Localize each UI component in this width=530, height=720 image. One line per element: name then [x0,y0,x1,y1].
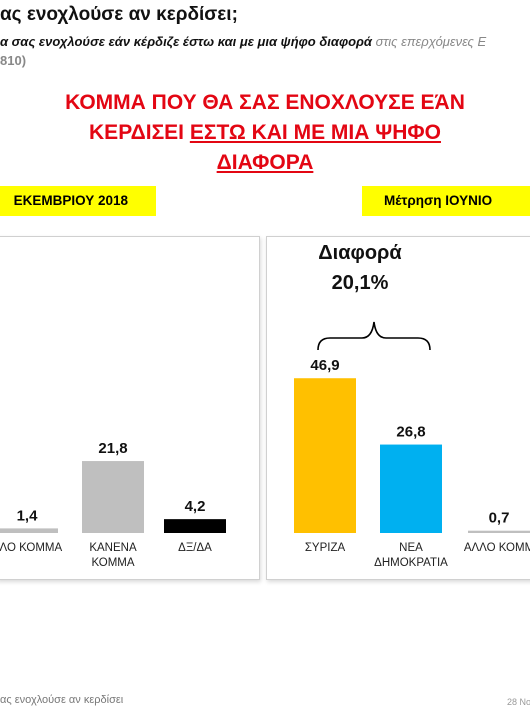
headline-line1: ΚΟΜΜΑ ΠΟΥ ΘΑ ΣΑΣ ΕΝΟΧΛΟΥΣΕ ΕΆΝ [65,91,465,114]
period-label-right: Μέτρηση ΙΟΥΝΙΟ [362,186,530,216]
question-title: ας ενοχλούσε αν κερδίσει; [0,4,238,25]
period-right-text: Μέτρηση ΙΟΥΝΙΟ [384,193,493,208]
difference-brace [317,321,431,351]
question-subtitle: α σας ενοχλούσε εάν κέρδιζε έστω και με … [0,34,530,49]
bar-value-label: 4,2 [185,498,206,515]
category-label: ΑΛΛΟ ΚΟΜΜ [464,542,530,554]
question-subtitle-tail: στις επερχόμενες Ε [371,34,487,49]
bar-value-label: 21,8 [98,440,127,457]
category-label: ΝΕΑ [399,542,423,554]
bar-value-label: 46,9 [310,357,339,374]
headline-line2-plain: ΚΕΡΔΙΣΕΙ [89,121,190,144]
category-label: ΚΟΜΜΑ [91,557,134,569]
category-label: ΣΥΡΙΖΑ [305,542,346,554]
difference-label: Διαφορά [318,242,402,264]
footer-note: ας ενοχλούσε αν κερδίσει [0,694,124,706]
period-left-text: ΕΚΕΜΒΡΙΟΥ 2018 [13,193,128,208]
sample-size: 810) [0,53,27,68]
footer-date: 28 Νο [507,697,530,707]
category-label: ΛΛΟ ΚΟΜΜΑ [0,542,63,554]
difference-value: 20,1% [331,272,389,294]
bar-3 [468,530,530,533]
bar-2 [380,444,442,533]
question-subtitle-main: α σας ενοχλούσε εάν κέρδιζε έστω και με … [0,34,372,49]
bar-1 [294,378,356,533]
bar-value-label: 1,4 [17,507,39,524]
bar-3 [164,519,226,533]
difference-annotation: Διαφορά 20,1% [290,238,430,298]
headline: ΚΟΜΜΑ ΠΟΥ ΘΑ ΣΑΣ ΕΝΟΧΛΟΥΣΕ ΕΆΝ ΚΕΡΔΙΣΕΙ … [20,88,510,178]
chart-panel-left: 1,4 ΛΛΟ ΚΟΜΜΑ 21,8 ΚΑΝΕΝΑ ΚΟΜΜΑ 4,2 ΔΞ/ΔΑ [0,236,260,580]
bar-2 [82,461,144,533]
category-label: ΔΞ/ΔΑ [178,542,212,554]
period-label-left: ΕΚΕΜΒΡΙΟΥ 2018 [0,186,156,216]
category-label: ΔΗΜΟΚΡΑΤΙΑ [374,557,448,569]
chart-panel-right: 46,9 ΣΥΡΙΖΑ 26,8 ΝΕΑ ΔΗΜΟΚΡΑΤΙΑ 0,7 ΑΛΛΟ ΚΟΜΜ [266,236,530,580]
headline-line2-underlined: ΕΣΤΩ ΚΑΙ ΜΕ ΜΙΑ ΨΗΦΟ [189,121,441,144]
bar-chart-right: 46,9 ΣΥΡΙΖΑ 26,8 ΝΕΑ ΔΗΜΟΚΡΑΤΙΑ 0,7 ΑΛΛΟ ΚΟΜΜ [294,357,530,569]
headline-line3-underlined: ΔΙΑΦΟΡΑ [216,151,314,174]
bar-value-label: 0,7 [489,510,510,527]
category-label: ΚΑΝΕΝΑ [89,542,137,554]
bar-1 [0,528,58,533]
headline-line2: ΚΕΡΔΙΣΕΙ ΕΣΤΩ ΚΑΙ ΜΕ ΜΙΑ ΨΗΦΟ [20,118,510,148]
headline-line3: ΔΙΑΦΟΡΑ [20,148,510,178]
bar-chart-left: 1,4 ΛΛΟ ΚΟΜΜΑ 21,8 ΚΑΝΕΝΑ ΚΟΜΜΑ 4,2 ΔΞ/ΔΑ [0,440,226,569]
bar-value-label: 26,8 [396,424,425,441]
